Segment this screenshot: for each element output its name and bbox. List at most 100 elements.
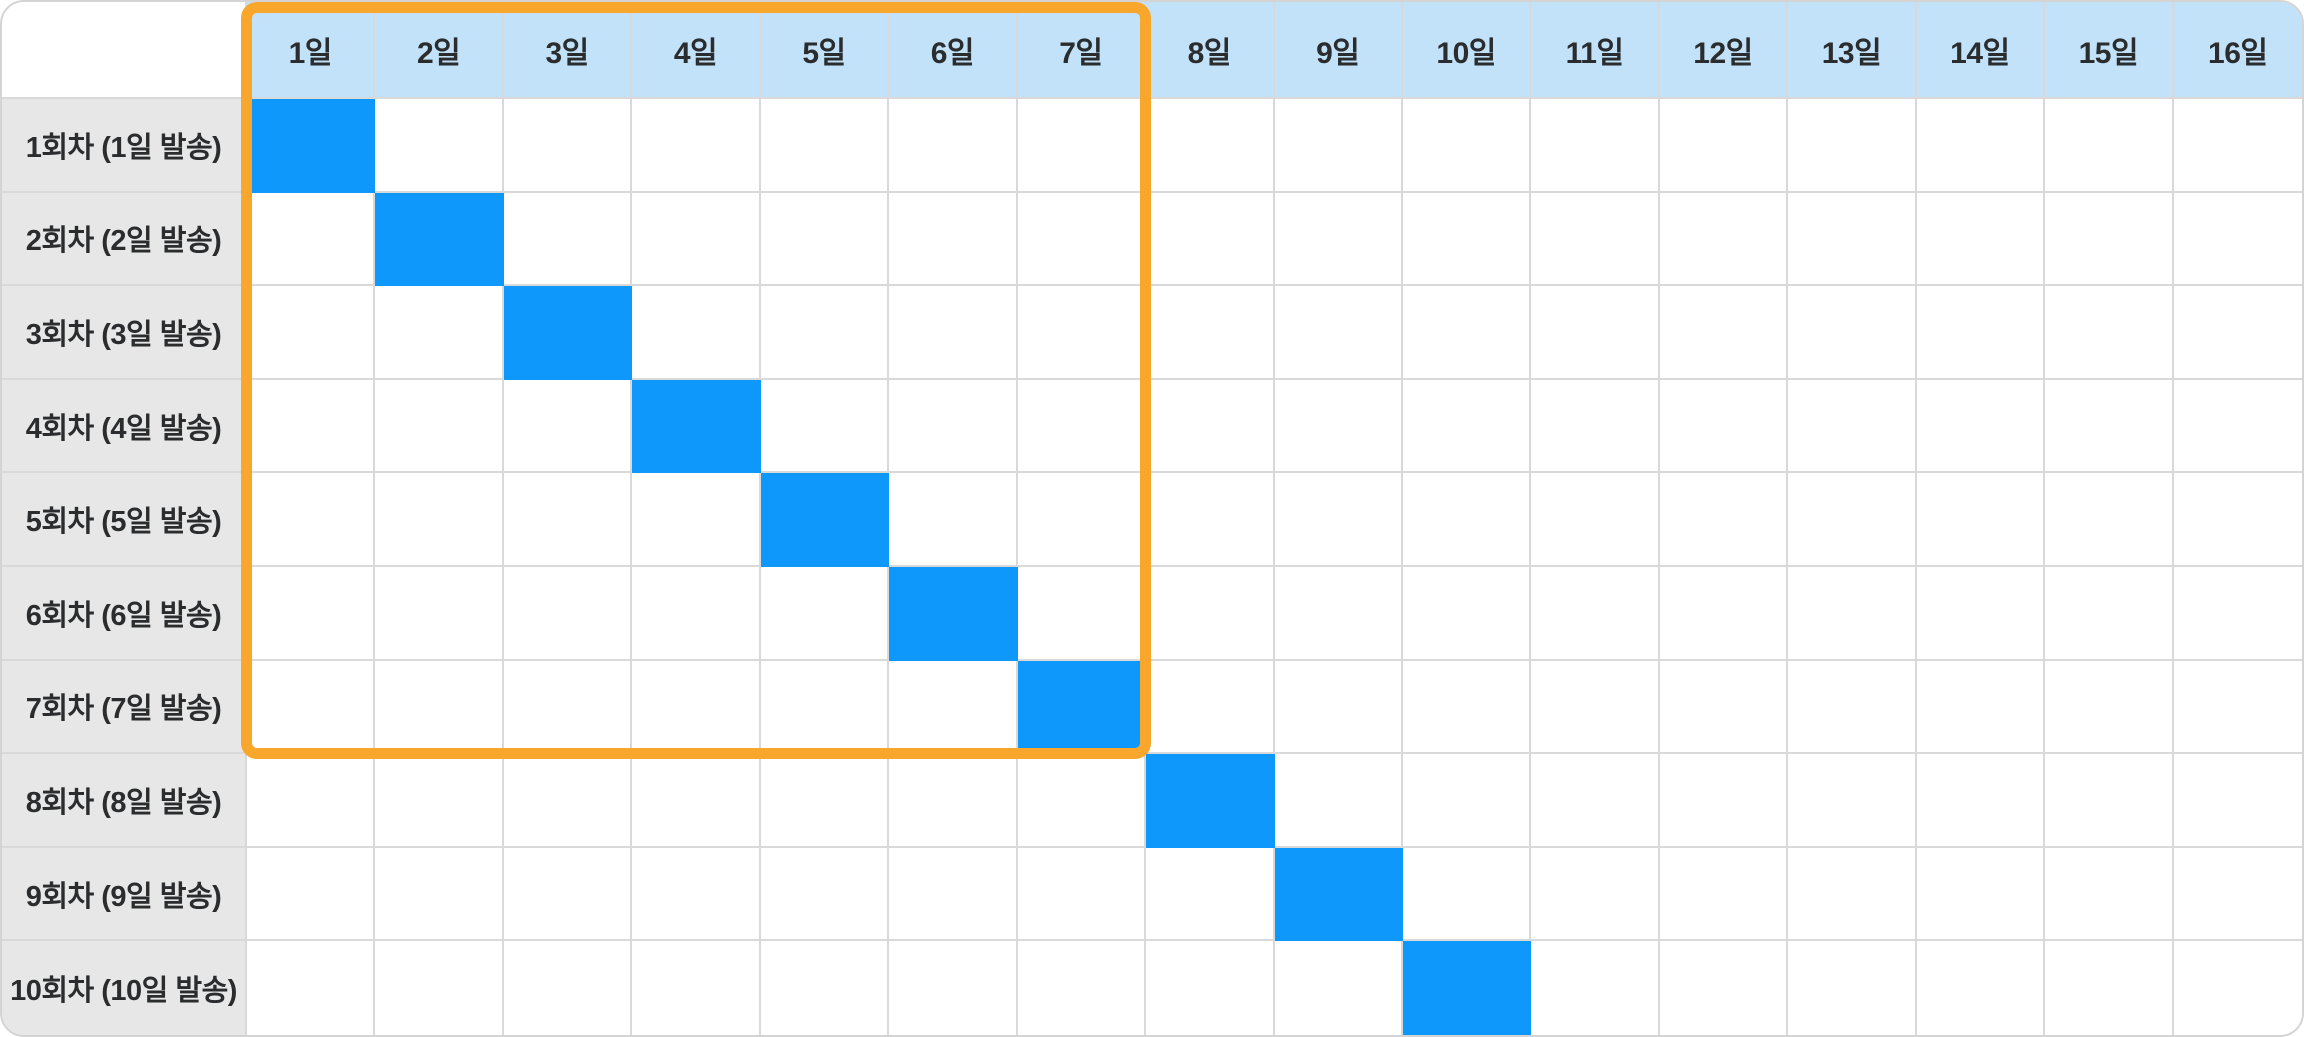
row-label-cell: 4회차 (4일 발송) — [2, 379, 247, 474]
empty-cell — [1531, 660, 1660, 755]
empty-cell — [375, 566, 504, 661]
empty-cell — [1788, 754, 1917, 848]
empty-cell — [1402, 192, 1532, 287]
empty-cell — [1146, 379, 1275, 474]
empty-cell — [1531, 192, 1660, 287]
empty-cell — [632, 847, 761, 942]
day-header-cell: 10일 — [1402, 2, 1532, 99]
empty-cell — [1274, 473, 1403, 567]
empty-cell — [1017, 192, 1147, 287]
empty-cell — [1146, 473, 1275, 567]
empty-cell — [2045, 847, 2174, 942]
day-header-cell: 16일 — [2173, 2, 2302, 99]
empty-cell — [503, 379, 633, 474]
empty-cell — [2045, 754, 2174, 848]
filled-cell — [503, 286, 633, 380]
empty-cell — [1402, 660, 1532, 755]
day-header-cell: 2일 — [375, 2, 504, 99]
empty-cell — [1531, 99, 1660, 193]
empty-cell — [632, 754, 761, 848]
empty-cell — [1274, 192, 1403, 287]
empty-cell — [889, 660, 1018, 755]
day-header-cell: 1일 — [247, 2, 376, 99]
empty-cell — [247, 473, 376, 567]
empty-cell — [375, 660, 504, 755]
day-header-cell: 4일 — [632, 2, 761, 99]
empty-cell — [2173, 473, 2302, 567]
empty-cell — [375, 941, 504, 1035]
empty-cell — [1017, 286, 1147, 380]
empty-cell — [1916, 941, 2046, 1035]
empty-cell — [889, 286, 1018, 380]
empty-cell — [1916, 192, 2046, 287]
empty-cell — [760, 99, 890, 193]
empty-cell — [632, 192, 761, 287]
empty-cell — [1146, 660, 1275, 755]
empty-cell — [247, 286, 376, 380]
empty-cell — [375, 99, 504, 193]
empty-cell — [247, 660, 376, 755]
empty-cell — [1659, 192, 1789, 287]
empty-cell — [375, 754, 504, 848]
empty-cell — [889, 192, 1018, 287]
empty-cell — [632, 286, 761, 380]
empty-cell — [1659, 379, 1789, 474]
empty-cell — [503, 99, 633, 193]
empty-cell — [1659, 566, 1789, 661]
filled-cell — [247, 99, 376, 193]
empty-cell — [1402, 286, 1532, 380]
empty-cell — [1916, 660, 2046, 755]
empty-cell — [1916, 99, 2046, 193]
empty-cell — [1017, 566, 1147, 661]
day-header-cell: 13일 — [1788, 2, 1917, 99]
empty-cell — [247, 847, 376, 942]
empty-cell — [1531, 286, 1660, 380]
empty-cell — [1402, 754, 1532, 848]
empty-cell — [760, 566, 890, 661]
empty-cell — [247, 192, 376, 287]
empty-cell — [1531, 847, 1660, 942]
empty-cell — [632, 941, 761, 1035]
empty-cell — [1017, 847, 1147, 942]
empty-cell — [632, 566, 761, 661]
empty-cell — [375, 379, 504, 474]
empty-cell — [2045, 379, 2174, 474]
filled-cell — [760, 473, 890, 567]
filled-cell — [1274, 847, 1403, 942]
empty-cell — [2173, 99, 2302, 193]
empty-cell — [1788, 99, 1917, 193]
empty-cell — [889, 473, 1018, 567]
empty-cell — [1146, 941, 1275, 1035]
empty-cell — [1017, 941, 1147, 1035]
empty-cell — [375, 473, 504, 567]
day-header-cell: 8일 — [1146, 2, 1275, 99]
empty-cell — [1788, 379, 1917, 474]
empty-cell — [375, 286, 504, 380]
empty-cell — [1916, 473, 2046, 567]
empty-cell — [1017, 99, 1147, 193]
empty-cell — [889, 99, 1018, 193]
empty-cell — [503, 941, 633, 1035]
empty-cell — [1402, 379, 1532, 474]
empty-cell — [1788, 941, 1917, 1035]
empty-cell — [503, 473, 633, 567]
empty-cell — [2173, 286, 2302, 380]
empty-cell — [1788, 286, 1917, 380]
empty-cell — [632, 660, 761, 755]
empty-cell — [1916, 286, 2046, 380]
empty-cell — [760, 286, 890, 380]
empty-cell — [2173, 379, 2302, 474]
empty-cell — [1146, 192, 1275, 287]
row-label-cell: 1회차 (1일 발송) — [2, 99, 247, 193]
empty-cell — [1788, 473, 1917, 567]
empty-cell — [1659, 99, 1789, 193]
empty-cell — [2045, 286, 2174, 380]
empty-cell — [1274, 754, 1403, 848]
empty-cell — [760, 754, 890, 848]
empty-cell — [503, 754, 633, 848]
empty-cell — [889, 941, 1018, 1035]
empty-cell — [1916, 566, 2046, 661]
day-header-cell: 12일 — [1659, 2, 1789, 99]
